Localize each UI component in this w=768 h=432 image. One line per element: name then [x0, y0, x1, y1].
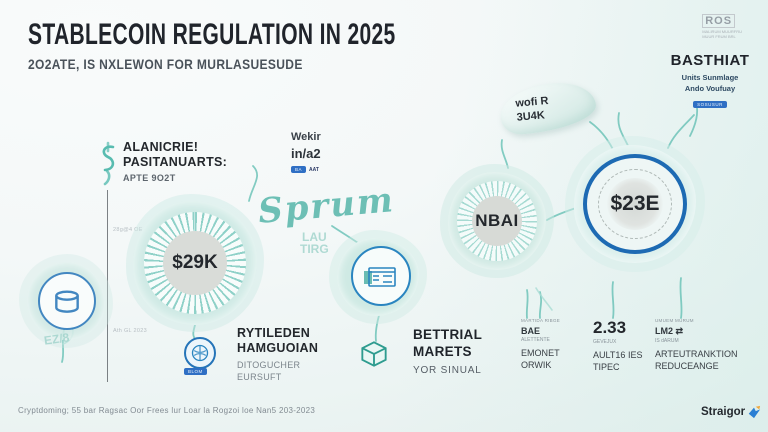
basthiat-badge: SOSUSUR — [693, 101, 727, 108]
markets-line2: MARETS — [413, 344, 472, 359]
corner-logo: ROS MALIRUM MUURFRU MUUR FRUM BRL — [702, 11, 742, 39]
rytileden-line2: HAMGUOIAN — [237, 341, 319, 355]
markets-caption: BETTRIAL MARETS YOR SINUAL — [413, 326, 482, 376]
rytileden-badge: BLOM — [184, 368, 207, 375]
wekir-line1: Wekir — [291, 131, 321, 143]
cube-icon — [360, 341, 388, 372]
faint-note-top: 28g@4 OE — [113, 227, 143, 233]
stat2-label2: TIPEC — [593, 362, 620, 373]
corner-logo-text: ROS — [702, 14, 736, 28]
stat1-label2: ORWIK — [521, 360, 552, 371]
footer-note: Cryptdoming; 55 bar Ragsac Oor Frees lur… — [18, 406, 316, 415]
coin-23e-medallion — [607, 178, 663, 230]
basthiat-line2: Ando Voufuay — [684, 84, 736, 93]
page-subtitle: 2O2ATE, IS NXLEWON FOR MURLASUESUDE — [28, 56, 303, 72]
coin-23e: $23E — [574, 145, 696, 263]
bank-icon — [364, 267, 396, 287]
stat-column-3: UMUEM MURUM LM2 ⇄ IS dARUM ARTEUTRANKTIO… — [655, 318, 751, 373]
coin-29k-value: $29K — [163, 231, 227, 295]
stat1-note: MARTIDA RIBGE — [521, 318, 561, 323]
stat1-label1: EMONET — [521, 348, 560, 359]
milestone-left-line2: PASITANUARTS: — [123, 155, 228, 169]
stat2-label1: AULT16 IES — [593, 350, 643, 361]
speech-bubble: wofi R 3U4K — [498, 79, 598, 137]
milestone-left-line1: ALANICRIE! — [123, 140, 199, 154]
basthiat-line1: Units Sunmlage — [681, 73, 739, 82]
rytileden-line1: RYTILEDEN — [237, 326, 311, 340]
bank-coin — [337, 238, 419, 316]
rytileden-caption: RYTILEDEN HAMGUOIAN DITOGUCHER EURSUFT — [237, 326, 318, 383]
coin-nbai: NBAI — [448, 172, 546, 270]
globe-icon — [184, 337, 216, 369]
stat1-mid: ALETTENTE — [521, 337, 550, 343]
stat3-big: LM2 ⇄ — [655, 326, 684, 336]
markets-line1: BETTRIAL — [413, 327, 483, 342]
handwritten-faint: LAU TIRG — [300, 231, 329, 255]
cylinder-badge-caption: EZ/8 — [43, 330, 71, 348]
coin-nbai-value: NBAI — [472, 196, 522, 246]
coin-29k: $29K — [133, 201, 257, 325]
faint-note-bottom: Ath GL 2023 — [113, 328, 147, 334]
stat3-label2: REDUCEANGE — [655, 361, 719, 372]
cylinder-badge — [27, 262, 105, 340]
handwritten-faint-1: LAU — [302, 230, 327, 244]
stat1-big: BAE — [521, 326, 541, 336]
basthiat-callout: BASTHIAT Units Sunmlage Ando Voufuay SOS… — [655, 52, 765, 111]
rytileden-sub2: EURSUFT — [237, 372, 282, 382]
coin-23e-value: $23E — [610, 192, 660, 215]
stat-column-1: MARTIDA RIBGE BAE ALETTENTE EMONET ORWIK — [521, 318, 599, 372]
milestone-left: ALANICRIE! PASITANUARTS: APTE 9O2T — [123, 140, 227, 183]
basthiat-title: BASTHIAT — [670, 52, 750, 69]
wekir-note: Wekir in/a2 BA AAT — [291, 131, 321, 173]
dollar-squiggle-icon — [97, 141, 119, 192]
rytileden-sub1: DITOGUCHER — [237, 360, 301, 370]
stat3-note: UMUEM MURUM — [655, 318, 694, 323]
coin-23e-dash-ring — [598, 169, 672, 239]
milestone-left-sub: APTE 9O2T — [123, 173, 176, 183]
wekir-line2: in/a2 — [291, 146, 321, 161]
stat-column-2: 2.33 GEVEJUX AULT16 IES TIPEC — [593, 318, 671, 374]
brand-name: Straigor — [701, 406, 746, 418]
bubble-line2: 3U4K — [516, 109, 546, 124]
wekir-badge-side: AAT — [309, 166, 319, 173]
brand-logo: Straigor — [701, 405, 761, 419]
handwritten-note: Sprum — [256, 180, 397, 232]
handwritten-faint-2: TIRG — [300, 242, 329, 256]
cylinder-icon — [55, 290, 79, 313]
wekir-badge: BA — [291, 166, 307, 173]
stat3-mid: IS dARUM — [655, 338, 679, 344]
page-title: STABLECOIN REGULATION IN 2025 — [28, 18, 396, 51]
timeline-axis — [107, 190, 108, 382]
brand-arrow-icon — [748, 405, 761, 419]
stat2-big: 2.33 — [593, 318, 627, 337]
stat3-label1: ARTEUTRANKTION — [655, 349, 738, 360]
corner-logo-sub1: MALIRUM MUURFRU — [702, 29, 742, 34]
stat2-mid: GEVEJUX — [593, 339, 617, 345]
corner-logo-sub2: MUUR FRUM BRL — [702, 34, 736, 39]
markets-sub: YOR SINUAL — [413, 365, 482, 376]
